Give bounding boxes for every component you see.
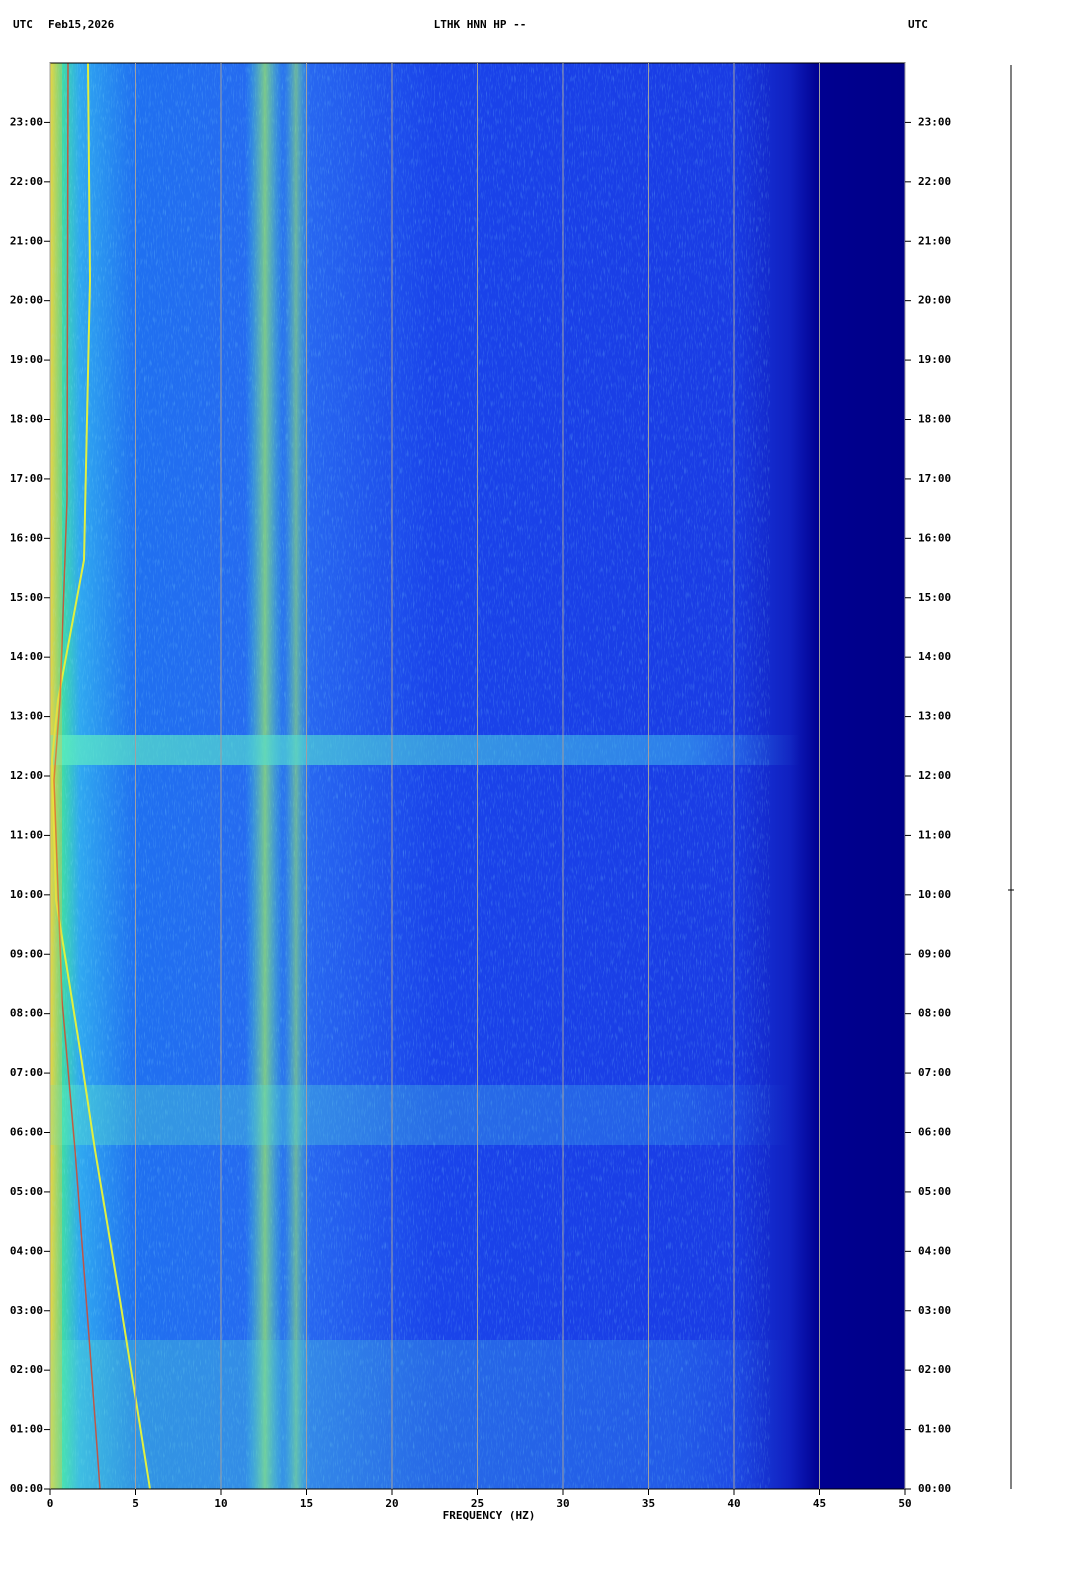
timezone-left: UTC bbox=[13, 18, 33, 31]
x-tick-label: 20 bbox=[385, 1497, 398, 1510]
y-tick-label-right: 18:00 bbox=[918, 413, 951, 426]
y-tick-label-right: 19:00 bbox=[918, 353, 951, 366]
y-tick-label-left: 21:00 bbox=[10, 234, 43, 247]
y-tick-label-right: 00:00 bbox=[918, 1482, 951, 1495]
x-tick-label: 30 bbox=[556, 1497, 569, 1510]
chart-title: LTHK HNN HP -- bbox=[434, 18, 527, 31]
y-tick-label-right: 10:00 bbox=[918, 888, 951, 901]
y-tick-label-right: 05:00 bbox=[918, 1185, 951, 1198]
y-tick-label-right: 04:00 bbox=[918, 1244, 951, 1257]
y-tick-label-right: 08:00 bbox=[918, 1007, 951, 1020]
y-tick-label-right: 07:00 bbox=[918, 1066, 951, 1079]
y-tick-label-left: 08:00 bbox=[10, 1007, 43, 1020]
date: Feb15,2026 bbox=[48, 18, 115, 31]
y-tick-label-left: 12:00 bbox=[10, 769, 43, 782]
y-tick-label-left: 22:00 bbox=[10, 175, 43, 188]
y-tick-label-left: 04:00 bbox=[10, 1244, 43, 1257]
x-tick-label: 15 bbox=[300, 1497, 313, 1510]
y-tick-label-right: 21:00 bbox=[918, 234, 951, 247]
y-tick-label-right: 03:00 bbox=[918, 1304, 951, 1317]
y-tick-label-right: 06:00 bbox=[918, 1126, 951, 1139]
x-axis-label: FREQUENCY (HZ) bbox=[443, 1509, 536, 1522]
y-tick-label-left: 06:00 bbox=[10, 1126, 43, 1139]
y-tick-label-left: 09:00 bbox=[10, 947, 43, 960]
x-tick-label: 40 bbox=[727, 1497, 740, 1510]
y-tick-label-left: 01:00 bbox=[10, 1423, 43, 1436]
y-tick-label-right: 13:00 bbox=[918, 710, 951, 723]
y-tick-label-right: 16:00 bbox=[918, 531, 951, 544]
y-tick-label-right: 15:00 bbox=[918, 591, 951, 604]
x-tick-label: 45 bbox=[813, 1497, 826, 1510]
y-tick-label-left: 18:00 bbox=[10, 413, 43, 426]
y-tick-label-left: 14:00 bbox=[10, 650, 43, 663]
y-tick-label-left: 19:00 bbox=[10, 353, 43, 366]
y-tick-label-right: 20:00 bbox=[918, 294, 951, 307]
y-tick-label-right: 12:00 bbox=[918, 769, 951, 782]
y-tick-label-left: 20:00 bbox=[10, 294, 43, 307]
y-tick-label-right: 17:00 bbox=[918, 472, 951, 485]
y-tick-label-left: 16:00 bbox=[10, 531, 43, 544]
y-tick-label-right: 14:00 bbox=[918, 650, 951, 663]
y-tick-label-left: 07:00 bbox=[10, 1066, 43, 1079]
y-tick-label-left: 17:00 bbox=[10, 472, 43, 485]
y-tick-label-right: 02:00 bbox=[918, 1363, 951, 1376]
y-tick-label-left: 00:00 bbox=[10, 1482, 43, 1495]
y-tick-label-right: 11:00 bbox=[918, 828, 951, 841]
y-tick-label-left: 03:00 bbox=[10, 1304, 43, 1317]
y-tick-label-left: 05:00 bbox=[10, 1185, 43, 1198]
x-tick-label: 25 bbox=[471, 1497, 484, 1510]
y-tick-label-left: 02:00 bbox=[10, 1363, 43, 1376]
y-tick-label-left: 15:00 bbox=[10, 591, 43, 604]
y-tick-label-left: 10:00 bbox=[10, 888, 43, 901]
y-tick-label-left: 13:00 bbox=[10, 710, 43, 723]
y-tick-label-right: 22:00 bbox=[918, 175, 951, 188]
x-tick-label: 0 bbox=[47, 1497, 54, 1510]
x-tick-label: 35 bbox=[642, 1497, 655, 1510]
x-tick-label: 50 bbox=[898, 1497, 911, 1510]
x-tick-label: 10 bbox=[214, 1497, 227, 1510]
y-tick-label-right: 01:00 bbox=[918, 1423, 951, 1436]
y-tick-label-right: 09:00 bbox=[918, 947, 951, 960]
y-tick-label-right: 23:00 bbox=[918, 115, 951, 128]
y-tick-label-left: 11:00 bbox=[10, 828, 43, 841]
x-tick-label: 5 bbox=[132, 1497, 139, 1510]
timezone-right: UTC bbox=[908, 18, 928, 31]
y-tick-label-left: 23:00 bbox=[10, 115, 43, 128]
